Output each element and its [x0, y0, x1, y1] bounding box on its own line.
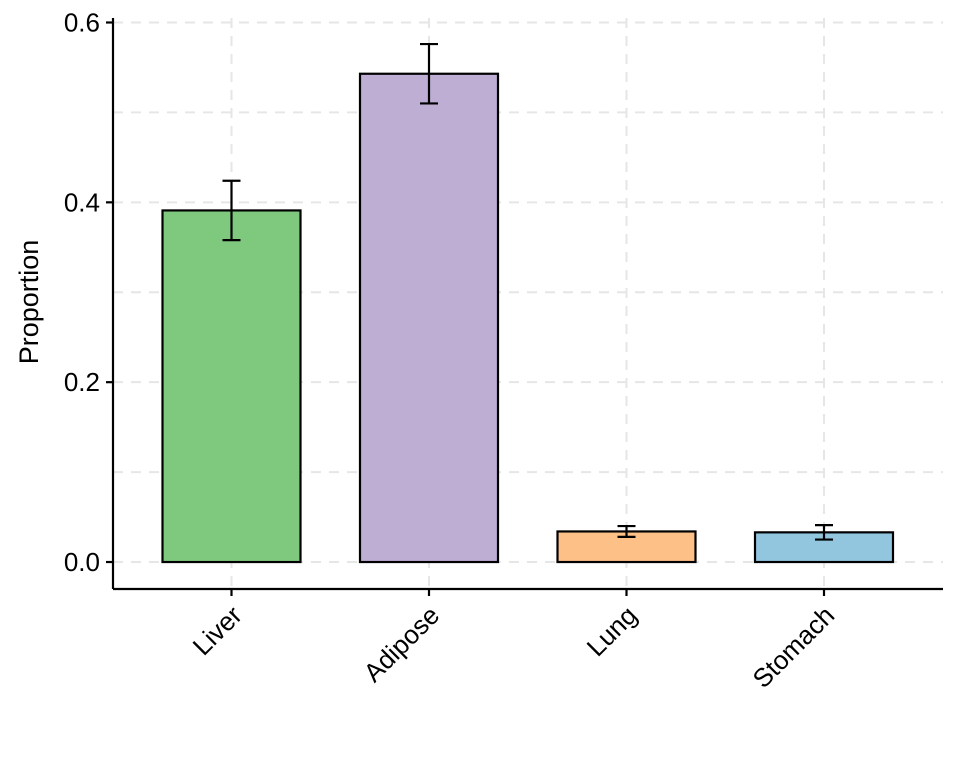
- x-ticks: Liver Adipose Lung Stomach: [187, 589, 840, 694]
- x-tick-label-stomach: Stomach: [746, 600, 840, 694]
- bar-adipose: [358, 72, 500, 564]
- axes: [111, 18, 943, 591]
- error-bar-liver: [222, 179, 241, 242]
- bars: [161, 72, 895, 564]
- bar-liver: [161, 209, 302, 564]
- error-bar-adipose: [420, 42, 438, 105]
- x-tick-label-lung: Lung: [581, 600, 643, 662]
- error-bar-stomach: [815, 524, 833, 541]
- y-tick-label: 0.4: [64, 187, 100, 217]
- x-tick-label-liver: Liver: [187, 600, 248, 661]
- y-tick-label: 0.0: [64, 547, 100, 577]
- y-tick-label: 0.6: [64, 7, 100, 37]
- y-tick-label: 0.2: [64, 367, 100, 397]
- error-bars: [222, 42, 833, 541]
- error-bar-lung: [617, 524, 636, 538]
- y-ticks: 0.0 0.2 0.4 0.6: [64, 7, 113, 577]
- x-tick-label-adipose: Adipose: [358, 600, 446, 688]
- y-axis-title: Proportion: [14, 240, 44, 365]
